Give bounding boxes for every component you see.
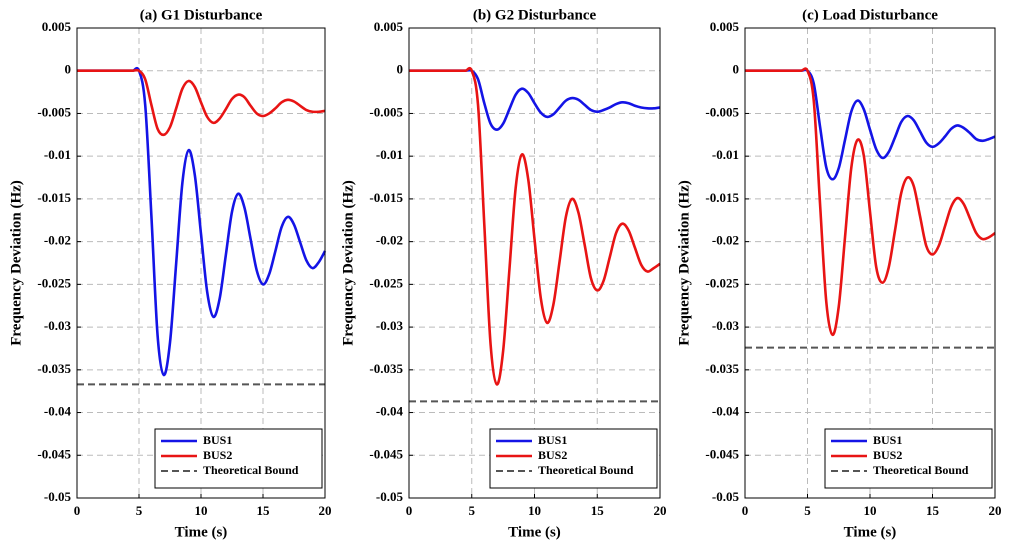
axes-frame bbox=[76, 27, 326, 499]
y-tick-label: -0.03 bbox=[44, 318, 72, 333]
x-tick-label: 10 bbox=[195, 503, 208, 518]
y-tick-label: -0.015 bbox=[705, 190, 739, 205]
y-tick-label: -0.04 bbox=[44, 404, 72, 419]
legend-label: BUS1 bbox=[203, 433, 232, 447]
x-tick-label: 15 bbox=[926, 503, 940, 518]
subplot: 0.005 0 -0.005 -0.01 -0.015 -0.02 -0.025 -0.03 -… bbox=[8, 7, 331, 540]
x-tick-label: 0 bbox=[406, 503, 413, 518]
y-tick-label: -0.03 bbox=[376, 318, 404, 333]
axes-frame bbox=[408, 27, 661, 499]
legend-label: Theoretical Bound bbox=[538, 463, 634, 477]
x-tick-label: 20 bbox=[319, 503, 332, 518]
legend-label: BUS1 bbox=[538, 433, 567, 447]
x-tick-label: 20 bbox=[654, 503, 667, 518]
y-tick-label: -0.05 bbox=[44, 489, 72, 504]
series-line bbox=[76, 68, 326, 137]
y-tick-label: -0.01 bbox=[376, 147, 403, 162]
x-tick-label: 5 bbox=[136, 503, 143, 518]
x-tick-label: 15 bbox=[257, 503, 271, 518]
legend-box bbox=[154, 428, 323, 489]
y-tick-label: 0 bbox=[397, 62, 404, 77]
x-axis-label: Time (s) bbox=[175, 524, 228, 540]
y-tick-label: -0.05 bbox=[712, 489, 740, 504]
y-tick-label: 0 bbox=[65, 62, 72, 77]
y-tick-label: -0.045 bbox=[37, 446, 71, 461]
x-tick-label: 5 bbox=[804, 503, 811, 518]
y-tick-label: -0.005 bbox=[369, 104, 403, 119]
y-axis-label: Frequency Deviation (Hz) bbox=[340, 180, 356, 346]
legend-label: BUS1 bbox=[873, 433, 902, 447]
y-tick-label: -0.01 bbox=[712, 147, 739, 162]
y-tick-label: -0.02 bbox=[712, 233, 739, 248]
y-tick-label: -0.005 bbox=[705, 104, 739, 119]
x-tick-label: 5 bbox=[469, 503, 476, 518]
series-line bbox=[408, 66, 661, 386]
y-tick-label: 0 bbox=[733, 62, 740, 77]
x-tick-label: 10 bbox=[864, 503, 877, 518]
chart-title: (b) G2 Disturbance bbox=[473, 7, 597, 23]
x-axis-label: Time (s) bbox=[508, 524, 561, 540]
subplot: 0.005 0 -0.005 -0.01 -0.015 -0.02 -0.025 -0.03 -… bbox=[340, 7, 666, 540]
legend-label: BUS2 bbox=[203, 448, 232, 462]
x-tick-label: 15 bbox=[591, 503, 605, 518]
x-tick-label: 20 bbox=[989, 503, 1002, 518]
y-tick-label: -0.035 bbox=[369, 361, 403, 376]
legend-label: Theoretical Bound bbox=[873, 463, 969, 477]
y-tick-label: -0.045 bbox=[705, 446, 739, 461]
y-tick-label: 0.005 bbox=[710, 19, 740, 34]
chart-title: (a) G1 Disturbance bbox=[140, 7, 263, 23]
x-tick-label: 0 bbox=[74, 503, 81, 518]
y-tick-label: -0.045 bbox=[369, 446, 403, 461]
legend-label: Theoretical Bound bbox=[203, 463, 299, 477]
chart-title: (c) Load Disturbance bbox=[802, 7, 938, 23]
y-tick-label: -0.03 bbox=[712, 318, 740, 333]
y-tick-label: -0.005 bbox=[37, 104, 71, 119]
y-tick-label: -0.02 bbox=[44, 233, 71, 248]
y-tick-label: -0.01 bbox=[44, 147, 71, 162]
y-tick-label: 0.005 bbox=[42, 19, 72, 34]
y-tick-label: -0.035 bbox=[37, 361, 71, 376]
y-tick-label: -0.015 bbox=[369, 190, 403, 205]
y-axis-label: Frequency Deviation (Hz) bbox=[8, 180, 24, 346]
series-line bbox=[744, 67, 996, 337]
x-tick-label: 0 bbox=[742, 503, 749, 518]
y-tick-label: -0.02 bbox=[376, 233, 403, 248]
subplot: 0.005 0 -0.005 -0.01 -0.015 -0.02 -0.025 -0.03 -… bbox=[676, 7, 1001, 540]
y-tick-label: -0.025 bbox=[37, 275, 71, 290]
axes-frame bbox=[744, 27, 996, 499]
y-tick-label: -0.025 bbox=[369, 275, 403, 290]
legend-label: BUS2 bbox=[873, 448, 902, 462]
y-tick-label: -0.05 bbox=[376, 489, 404, 504]
y-tick-label: -0.015 bbox=[37, 190, 71, 205]
y-tick-label: -0.025 bbox=[705, 275, 739, 290]
legend-label: BUS2 bbox=[538, 448, 567, 462]
x-axis-label: Time (s) bbox=[844, 524, 897, 540]
y-axis-label: Frequency Deviation (Hz) bbox=[676, 180, 692, 346]
legend-box bbox=[824, 428, 993, 489]
x-tick-label: 10 bbox=[528, 503, 541, 518]
y-tick-label: -0.035 bbox=[705, 361, 739, 376]
y-tick-label: 0.005 bbox=[374, 19, 404, 34]
legend-box bbox=[489, 428, 658, 489]
y-tick-label: -0.04 bbox=[712, 404, 740, 419]
y-tick-label: -0.04 bbox=[376, 404, 404, 419]
